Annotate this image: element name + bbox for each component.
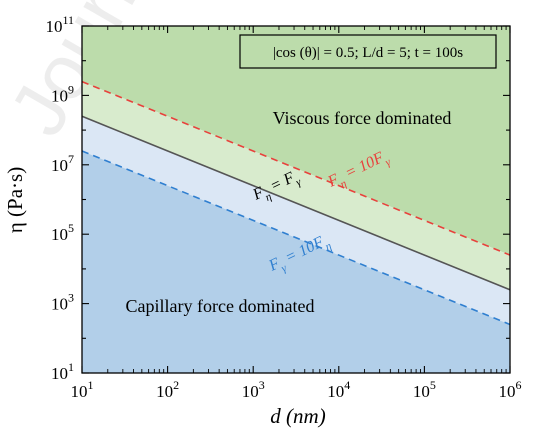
info-box-frame bbox=[239, 34, 497, 69]
series-line-f-gamma-10f-eta bbox=[81, 150, 511, 326]
x-tick-label: 105 bbox=[413, 378, 436, 401]
viscous-region bbox=[82, 26, 510, 256]
y-tick-label: 109 bbox=[51, 82, 74, 105]
y-tick-label: 1011 bbox=[45, 13, 74, 36]
region-layer bbox=[82, 26, 510, 373]
y-tick-label: 107 bbox=[51, 152, 74, 175]
y-tick-label: 101 bbox=[51, 360, 74, 383]
y-tick-label: 105 bbox=[51, 221, 74, 244]
series-layer bbox=[81, 80, 511, 326]
region-label-viscous: Viscous force dominated bbox=[273, 108, 452, 128]
x-axis-label: d (nm) bbox=[270, 404, 325, 428]
series-line-f-eta-f-gamma bbox=[81, 115, 511, 291]
x-tick-label: 106 bbox=[499, 378, 522, 401]
x-tick-label: 102 bbox=[156, 378, 179, 401]
capillary-region bbox=[82, 150, 510, 373]
y-tick-label: 103 bbox=[51, 291, 74, 314]
series-line-f-eta-10f-gamma bbox=[81, 80, 511, 256]
tick-layer bbox=[81, 25, 511, 374]
x-tick-label: 104 bbox=[327, 378, 350, 401]
region-label-capillary: Capillary force dominated bbox=[126, 296, 315, 316]
y-axis-label: η (Pa·s) bbox=[3, 167, 27, 233]
x-tick-label: 101 bbox=[71, 378, 94, 401]
info-box-text: |cos (θ)| = 0.5; L/d = 5; t = 100s bbox=[273, 45, 463, 61]
tick-label-layer: 101 102 103 104 105 106 101 103 105 107 109 1011 bbox=[45, 13, 521, 401]
viscous-transition-band bbox=[82, 81, 510, 290]
capillary-transition-band bbox=[82, 116, 510, 325]
x-tick-label: 103 bbox=[242, 378, 265, 401]
